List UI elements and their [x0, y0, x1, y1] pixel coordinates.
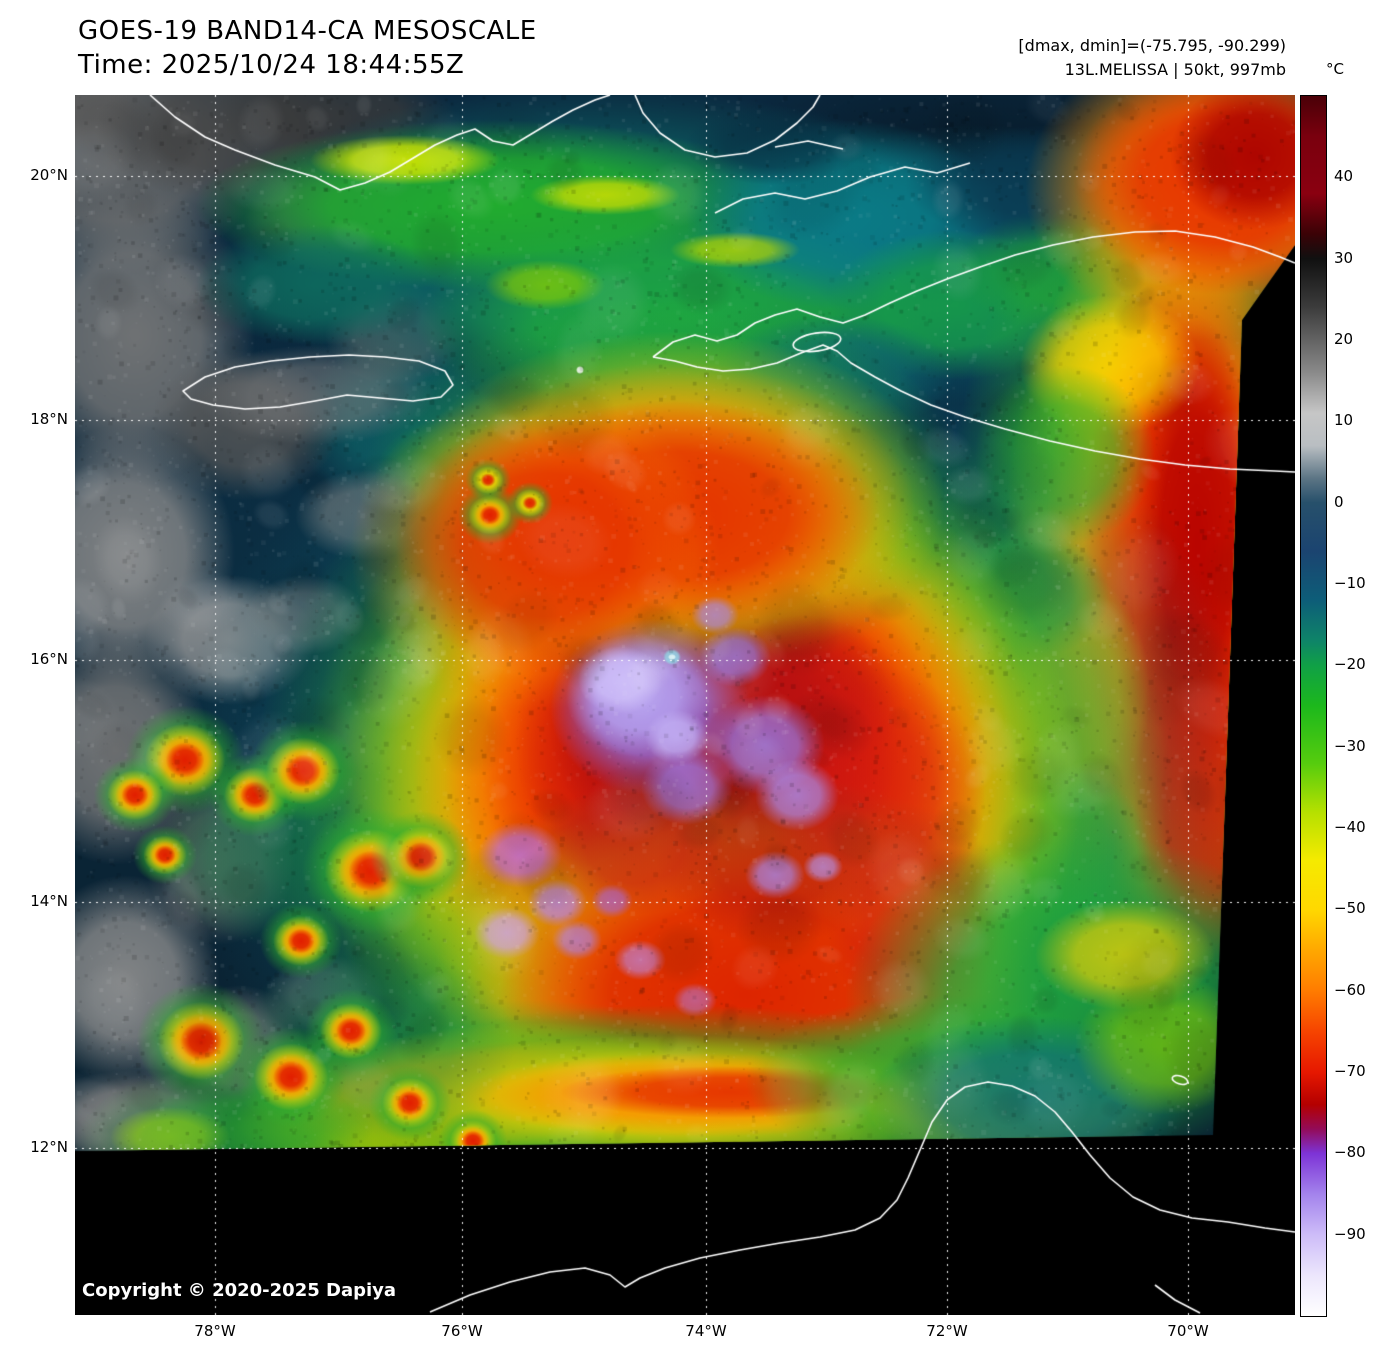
colorbar-tick: 10	[1334, 411, 1354, 429]
colorbar-tick: −40	[1334, 818, 1366, 836]
colorbar	[1300, 95, 1327, 1317]
timestamp-label: Time: 2025/10/24 18:44:55Z	[78, 50, 465, 80]
lon-tick-label: 74°W	[685, 1322, 727, 1340]
dmax-dmin-label: [dmax, dmin]=(-75.795, -90.299)	[1018, 36, 1286, 55]
storm-info-label: 13L.MELISSA | 50kt, 997mb	[1064, 60, 1286, 79]
colorbar-tick: −20	[1334, 655, 1366, 673]
colorbar-tick: −70	[1334, 1062, 1366, 1080]
lat-tick-label: 12°N	[30, 1138, 68, 1156]
satellite-image-canvas	[75, 95, 1295, 1315]
lat-tick-label: 16°N	[30, 650, 68, 668]
colorbar-tick: 20	[1334, 330, 1354, 348]
colorbar-tick: −10	[1334, 574, 1366, 592]
colorbar-unit-label: °C	[1326, 60, 1344, 78]
page-title: GOES-19 BAND14-CA MESOSCALE	[78, 16, 537, 46]
lon-tick-label: 72°W	[926, 1322, 968, 1340]
copyright-text: Copyright © 2020-2025 Dapiya	[82, 1280, 397, 1301]
colorbar-tick: −60	[1334, 981, 1366, 999]
colorbar-tick: −50	[1334, 899, 1366, 917]
lat-tick-label: 18°N	[30, 410, 68, 428]
colorbar-tick: 0	[1334, 493, 1344, 511]
lon-tick-label: 76°W	[441, 1322, 483, 1340]
colorbar-tick: 30	[1334, 249, 1354, 267]
colorbar-tick: −30	[1334, 737, 1366, 755]
colorbar-tick: 40	[1334, 167, 1354, 185]
lat-tick-label: 20°N	[30, 166, 68, 184]
lon-tick-label: 78°W	[194, 1322, 236, 1340]
lat-tick-label: 14°N	[30, 892, 68, 910]
colorbar-tick: −80	[1334, 1143, 1366, 1161]
lon-tick-label: 70°W	[1167, 1322, 1209, 1340]
colorbar-tick: −90	[1334, 1225, 1366, 1243]
